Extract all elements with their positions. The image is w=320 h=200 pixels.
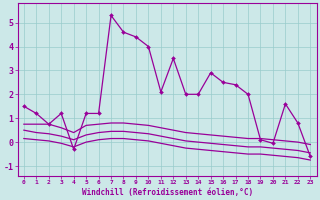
X-axis label: Windchill (Refroidissement éolien,°C): Windchill (Refroidissement éolien,°C) — [82, 188, 253, 197]
